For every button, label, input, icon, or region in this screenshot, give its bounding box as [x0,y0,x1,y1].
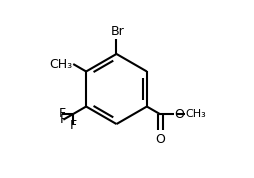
Text: CH₃: CH₃ [186,109,206,119]
Text: F: F [70,119,77,132]
Text: F: F [60,113,67,126]
Text: O: O [155,133,165,146]
Text: O: O [174,108,184,121]
Text: CH₃: CH₃ [49,57,72,70]
Text: F: F [58,108,66,121]
Text: Br: Br [110,25,124,38]
